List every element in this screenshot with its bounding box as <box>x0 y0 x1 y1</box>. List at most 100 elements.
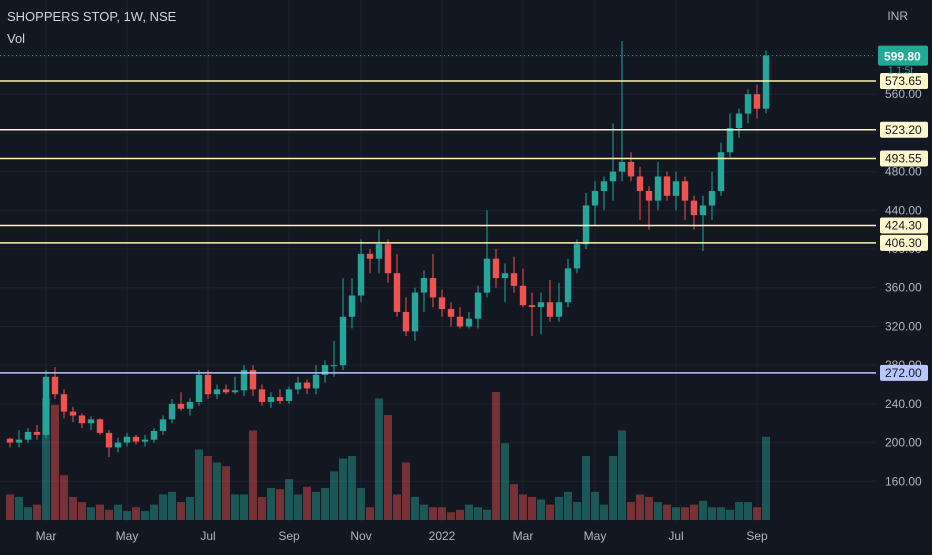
candle <box>465 318 473 327</box>
candle <box>177 403 185 409</box>
level-label: 272.00 <box>885 366 922 380</box>
last-price-countdown: 1 1:5t <box>888 66 913 77</box>
time-tick-label: May <box>116 529 139 543</box>
volume-bar <box>285 479 293 520</box>
volume-bar <box>699 500 707 520</box>
volume-bar <box>222 466 230 520</box>
chart-title: SHOPPERS STOP, 1W, NSE <box>7 9 177 24</box>
time-tick-label: 2022 <box>429 529 456 543</box>
candle <box>366 253 374 259</box>
volume-bar <box>465 504 473 520</box>
volume-bar <box>150 504 158 520</box>
volume-bar <box>519 494 527 520</box>
candle <box>690 200 698 216</box>
price-tick-label: 360.00 <box>885 281 922 295</box>
candle <box>357 253 365 296</box>
volume-bar <box>600 504 608 520</box>
volume-bar <box>177 502 185 520</box>
volume-bar <box>105 509 113 520</box>
volume-bar <box>267 488 275 520</box>
currency-label: INR <box>887 9 908 23</box>
candle <box>96 419 104 433</box>
volume-bar <box>51 404 59 520</box>
candle <box>429 278 437 298</box>
volume-bar <box>456 509 464 520</box>
candle <box>60 394 68 412</box>
candle <box>231 390 239 393</box>
candle <box>564 268 572 303</box>
horizontal-levels[interactable] <box>0 55 876 374</box>
volume-bars <box>6 392 770 520</box>
time-axis[interactable]: Mar May Jul Sep Nov 2022 Mar May Jul Sep <box>36 529 768 543</box>
last-price-label: 599.80 <box>884 50 921 64</box>
volume-bar <box>213 462 221 520</box>
volume-bar <box>420 504 428 520</box>
candle <box>546 302 554 317</box>
candle <box>645 190 653 201</box>
candle <box>258 389 266 402</box>
candle <box>24 431 32 440</box>
candle <box>681 181 689 201</box>
candle <box>735 113 743 129</box>
candle <box>438 297 446 310</box>
candle <box>6 438 14 443</box>
candle <box>303 382 311 389</box>
candle <box>609 171 617 182</box>
candle <box>159 419 167 431</box>
candle <box>699 205 707 216</box>
volume-bar <box>87 507 95 520</box>
level-label: 424.30 <box>885 219 922 233</box>
candle <box>537 302 545 308</box>
candle <box>249 370 257 390</box>
volume-bar <box>762 436 770 520</box>
volume-bar <box>276 489 284 520</box>
volume-bar <box>384 415 392 520</box>
volume-bar <box>123 511 131 520</box>
level-label-bg <box>880 72 928 89</box>
time-tick-label: Nov <box>350 529 371 543</box>
volume-bar <box>636 494 644 520</box>
volume-bar <box>6 494 14 520</box>
price-tick-label: 200.00 <box>885 436 922 450</box>
candle <box>474 292 482 319</box>
candle <box>69 411 77 416</box>
volume-legend: Vol <box>7 31 26 46</box>
candle <box>105 432 113 448</box>
level-label: 523.20 <box>885 123 922 137</box>
volume-bar <box>249 430 257 520</box>
volume-bar <box>402 462 410 520</box>
grid <box>0 0 876 522</box>
volume-bar <box>690 504 698 520</box>
volume-bar <box>69 496 77 520</box>
candle <box>483 258 491 293</box>
volume-bar <box>33 504 41 520</box>
candle <box>447 309 455 317</box>
volume-bar <box>663 504 671 520</box>
volume-bar <box>483 509 491 520</box>
time-tick-label: May <box>584 529 607 543</box>
volume-bar <box>618 430 626 520</box>
volume-bar <box>240 494 248 520</box>
candle <box>519 285 527 306</box>
volume-bar <box>186 496 194 520</box>
price-tick-label: 440.00 <box>885 203 922 217</box>
candle <box>213 389 221 395</box>
volume-bar <box>708 507 716 520</box>
level-label-bg <box>880 150 928 167</box>
volume-bar <box>627 502 635 520</box>
volume-bar <box>114 504 122 520</box>
candle <box>348 295 356 317</box>
candle <box>330 365 338 367</box>
price-axis[interactable]: 160.00200.00240.00280.00320.00360.00400.… <box>878 45 928 489</box>
candles <box>6 40 770 458</box>
volume-bar <box>717 507 725 520</box>
volume-bar <box>42 398 50 520</box>
volume-bar <box>555 496 563 520</box>
candle <box>321 365 329 375</box>
time-tick-label: Sep <box>278 529 300 543</box>
volume-bar <box>366 507 374 520</box>
volume-bar <box>744 502 752 520</box>
volume-bar <box>492 392 500 520</box>
volume-bar <box>96 504 104 520</box>
